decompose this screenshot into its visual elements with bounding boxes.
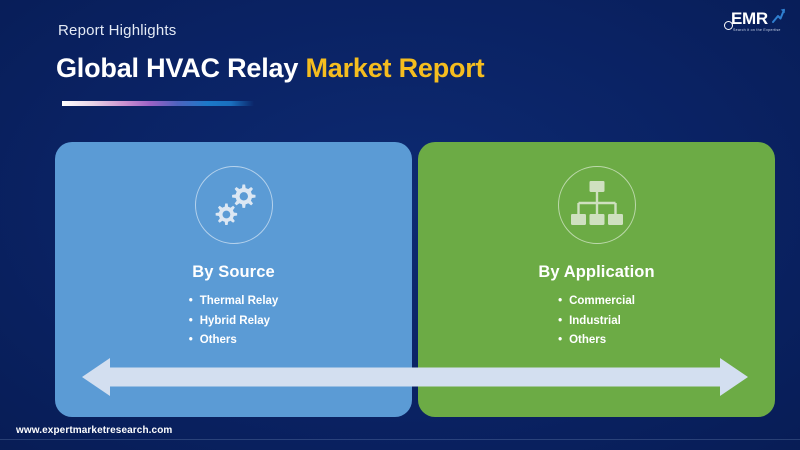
org-chart-icon: [557, 166, 636, 244]
list-item: Others: [558, 331, 635, 351]
card-bullet-list: Thermal Relay Hybrid Relay Others: [55, 292, 412, 351]
list-item: Industrial: [558, 312, 635, 332]
list-item: Others: [189, 331, 279, 351]
page-title: Global HVAC Relay Market Report: [56, 53, 485, 84]
footer-divider: [0, 439, 800, 440]
list-item: Hybrid Relay: [189, 312, 279, 332]
logo-tagline: Search it on the Expertise: [733, 28, 781, 32]
logo-wordmark: EMR: [731, 9, 768, 28]
title-accent: Market Report: [305, 53, 485, 83]
list-item: Thermal Relay: [189, 292, 279, 312]
title-divider: [62, 101, 254, 106]
circle-icon: [724, 21, 733, 30]
card-title: By Source: [192, 263, 275, 281]
emr-logo[interactable]: EMR Search it on the Expertise: [724, 8, 786, 38]
kicker-label: Report Highlights: [58, 22, 177, 39]
gears-icon: [194, 166, 273, 244]
footer-url[interactable]: www.expertmarketresearch.com: [16, 425, 173, 436]
card-bullet-list: Commercial Industrial Others: [418, 292, 775, 351]
title-main: Global HVAC Relay: [56, 53, 306, 83]
double-headed-arrow-icon: [82, 358, 748, 396]
list-item: Commercial: [558, 292, 635, 312]
growth-arrow-icon: [772, 8, 785, 23]
card-title: By Application: [538, 263, 655, 281]
